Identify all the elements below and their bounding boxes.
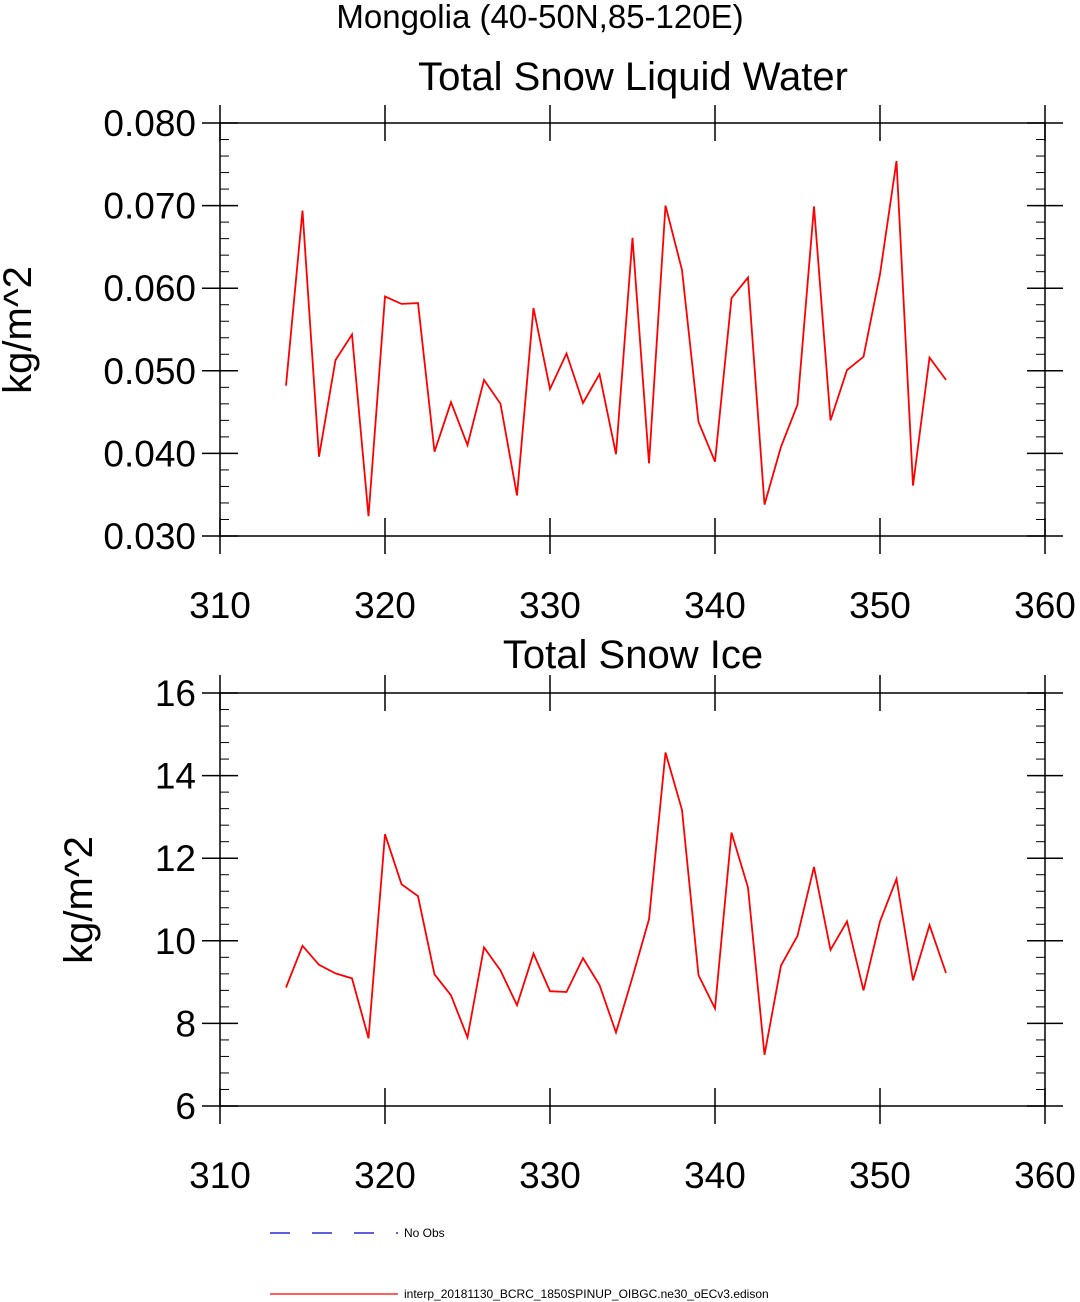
y-axis-label: kg/m^2 [0, 266, 40, 394]
y-tick-label: 0.070 [103, 186, 196, 227]
x-tick-label: 320 [354, 1155, 416, 1196]
x-tick-label: 310 [189, 585, 251, 626]
y-tick-label: 0.080 [103, 103, 196, 144]
panel-0-marks: 0.030 0.040 0.050 0.060 0.070 0.080 310 320 330 3… [103, 103, 1075, 626]
series-line [285, 752, 947, 1055]
y-tick-label: 16 [155, 673, 196, 714]
x-tick-label: 360 [1014, 585, 1076, 626]
y-tick-label: 10 [155, 921, 196, 962]
plot-frame [219, 692, 1046, 1107]
y-tick-label: 8 [175, 1003, 196, 1044]
x-tick-label: 340 [684, 1155, 746, 1196]
y-axis-label: kg/m^2 [57, 836, 101, 964]
panel-1-marks: 6 8 10 12 14 16 310 320 330 340 350 360 [155, 673, 1076, 1196]
x-tick-label: 340 [684, 585, 746, 626]
legend-label-no-obs: No Obs [404, 1226, 445, 1240]
y-tick-label: 6 [175, 1086, 196, 1127]
x-tick-label: 310 [189, 1155, 251, 1196]
x-tick-label: 350 [849, 1155, 911, 1196]
panel-title: Total Snow Liquid Water [418, 55, 848, 99]
panel-snow-liquid-water: Total Snow Liquid Water kg/m^2 0.030 0.04… [0, 55, 1076, 626]
x-tick-label: 360 [1014, 1155, 1076, 1196]
legend: No Obs interp_20181130_BCRC_1850SPINUP_O… [270, 1226, 769, 1301]
y-tick-label: 0.030 [103, 516, 196, 557]
y-tick-label: 12 [155, 838, 196, 879]
y-tick-label: 0.040 [103, 433, 196, 474]
series-line [285, 160, 947, 517]
y-tick-label: 0.060 [103, 268, 196, 309]
y-tick-label: 0.050 [103, 351, 196, 392]
x-tick-label: 330 [519, 1155, 581, 1196]
x-tick-label: 330 [519, 585, 581, 626]
figure-suptitle: Mongolia (40-50N,85-120E) [336, 0, 743, 35]
plot-frame [219, 122, 1046, 537]
legend-label-model: interp_20181130_BCRC_1850SPINUP_OIBGC.ne… [404, 1287, 769, 1301]
y-tick-label: 14 [155, 756, 196, 797]
x-tick-label: 350 [849, 585, 911, 626]
panel-snow-ice: Total Snow Ice kg/m^2 6 8 10 12 14 16 310 320 33… [57, 633, 1076, 1196]
panel-title: Total Snow Ice [503, 633, 763, 677]
x-tick-label: 320 [354, 585, 416, 626]
